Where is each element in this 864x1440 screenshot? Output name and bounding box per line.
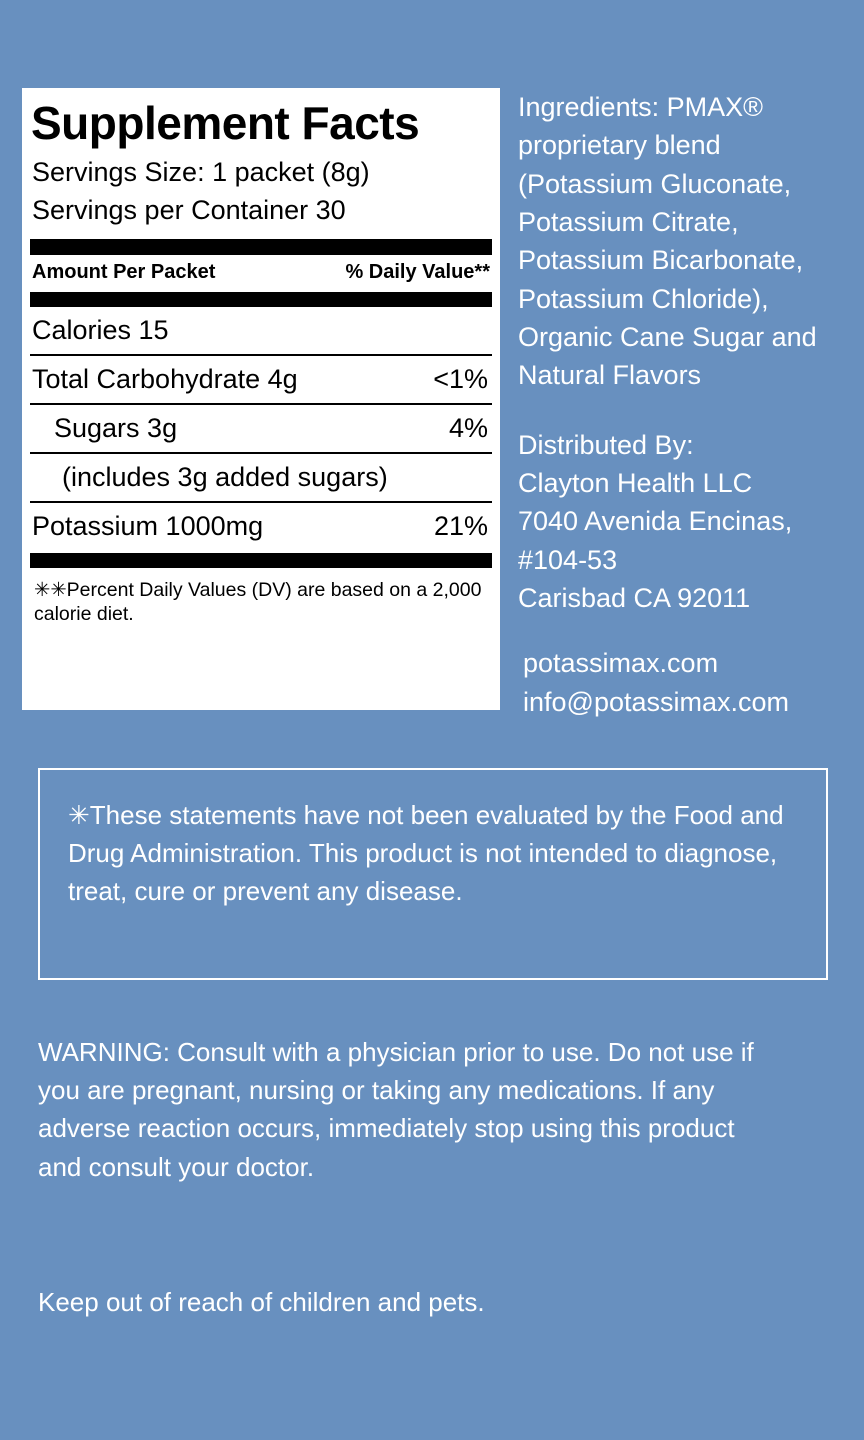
row-divider (30, 353, 492, 356)
daily-value-header-row: Amount Per Packet % Daily Value** (30, 255, 492, 289)
page-title: Supplement Facts (31, 97, 420, 149)
divider-bar-bottom (30, 552, 492, 568)
supplement-facts-panel: Supplement Facts Servings Size: 1 packet… (22, 88, 500, 710)
divider-bar-top (30, 238, 492, 255)
table-row: Total Carbohydrate 4g <1% (30, 356, 492, 403)
ingredients-text: Ingredients: PMAX® proprietary blend (Po… (518, 92, 817, 391)
email-link[interactable]: info@potassimax.com (523, 686, 790, 717)
daily-value-footnote: ✳✳Percent Daily Values (DV) are based on… (34, 578, 482, 625)
servings-per-container-line: Servings per Container 30 (32, 195, 346, 226)
distributor-text: Distributed By: Clayton Health LLC 7040 … (518, 429, 793, 613)
row-divider (30, 451, 492, 454)
fda-disclaimer-text: ✳These statements have not been evaluate… (68, 800, 784, 907)
website-link[interactable]: potassimax.com (523, 648, 719, 679)
row-divider (30, 500, 492, 503)
fda-disclaimer-box: ✳These statements have not been evaluate… (38, 768, 828, 980)
nutrient-name: Total Carbohydrate 4g (32, 363, 298, 394)
table-row: Calories 15 (30, 307, 492, 354)
nutrient-daily-value: 21% (433, 510, 488, 541)
nutrient-daily-value: <1% (433, 363, 488, 394)
product-info-column: Ingredients: PMAX® proprietary blend (Po… (518, 88, 858, 721)
nutrient-name: Sugars 3g (54, 412, 178, 443)
nutrient-name: Potassium 1000mg (32, 510, 264, 541)
keep-out-of-reach-text: Keep out of reach of children and pets. (38, 1287, 485, 1317)
servings-block: Servings Size: 1 packet (8g) Servings pe… (30, 153, 492, 230)
table-row: (includes 3g added sugars) (30, 454, 492, 501)
amount-per-packet-label: Amount Per Packet (32, 260, 216, 283)
divider-bar-under-header (30, 291, 492, 307)
nutrient-name: Calories 15 (32, 314, 169, 345)
row-divider (30, 402, 492, 405)
warning-text: WARNING: Consult with a physician prior … (38, 1037, 754, 1182)
table-row: Potassium 1000mg 21% (30, 503, 492, 550)
serving-size-line: Servings Size: 1 packet (8g) (32, 157, 370, 187)
percent-daily-value-label: % Daily Value** (345, 260, 490, 283)
nutrient-name: (includes 3g added sugars) (62, 461, 388, 492)
nutrient-daily-value: 4% (448, 412, 488, 443)
contact-block: potassimax.com info@potassimax.com (518, 644, 858, 721)
table-row: Sugars 3g 4% (30, 405, 492, 452)
